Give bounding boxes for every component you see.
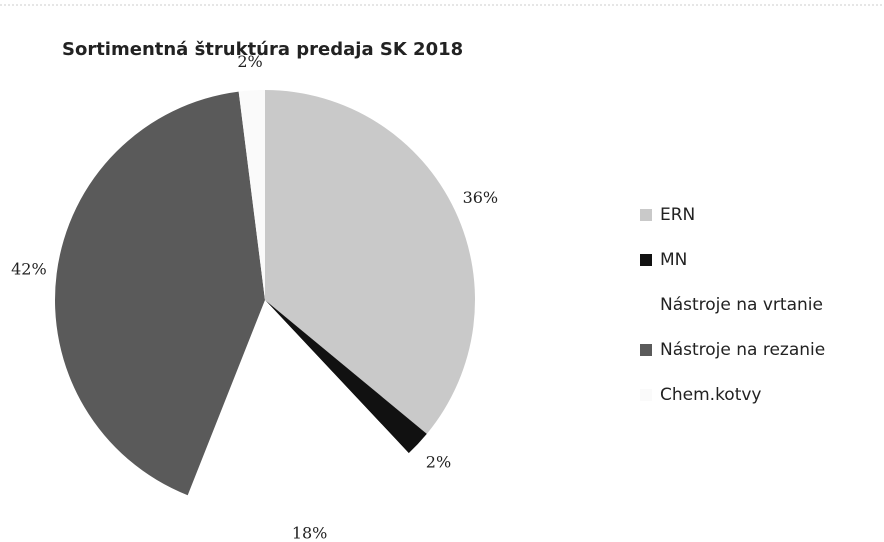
legend-marker xyxy=(640,254,652,266)
legend-label: Chem.kotvy xyxy=(660,385,762,405)
data-label: 2% xyxy=(237,52,262,71)
data-label: 18% xyxy=(292,523,328,542)
pie-slice xyxy=(187,300,409,510)
pie-slice xyxy=(265,300,427,454)
legend-label: ERN xyxy=(660,205,695,225)
legend-marker xyxy=(640,344,652,356)
data-label: 36% xyxy=(463,188,499,207)
legend-marker xyxy=(640,209,652,221)
pie-slice xyxy=(238,90,265,300)
legend-label: MN xyxy=(660,250,687,270)
legend-label: Nástroje na vrtanie xyxy=(660,295,823,315)
legend-label: Nástroje na rezanie xyxy=(660,340,825,360)
legend-marker xyxy=(640,299,652,311)
data-label: 2% xyxy=(426,452,451,471)
data-label: 42% xyxy=(11,260,47,279)
pie-slice xyxy=(265,90,475,434)
chart-title: Sortimentná štruktúra predaja SK 2018 xyxy=(62,39,463,60)
legend-marker xyxy=(640,389,652,401)
pie-slice xyxy=(55,91,266,496)
